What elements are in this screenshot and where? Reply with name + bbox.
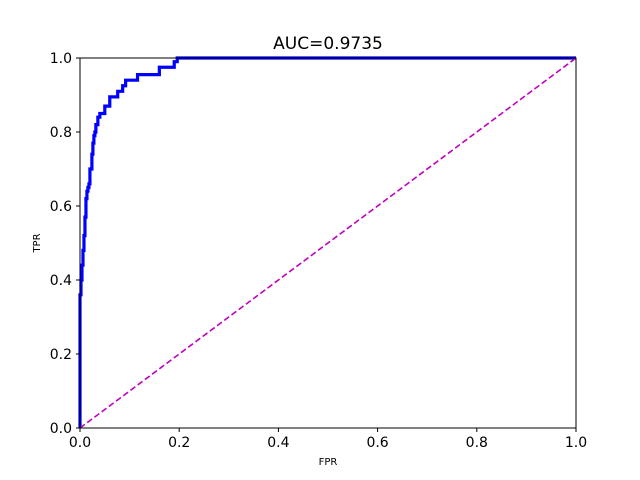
y-tick-label: 0.4: [50, 273, 72, 289]
x-axis-label: FPR: [319, 457, 338, 468]
series-layer: [78, 56, 577, 429]
x-tick-label: 0.0: [69, 435, 91, 451]
y-tick-label: 0.2: [50, 347, 72, 363]
x-tick-label: 0.2: [168, 435, 190, 451]
x-tick-label: 1.0: [565, 435, 587, 451]
chance-diagonal-line: [79, 57, 577, 429]
y-tick-label: 0.6: [50, 199, 72, 215]
y-tick-label: 0.0: [50, 421, 72, 437]
y-axis-label: TPR: [32, 233, 43, 253]
chart-title: AUC=0.9735: [273, 34, 383, 54]
y-tick-label: 0.8: [50, 125, 72, 141]
x-tick-label: 0.6: [366, 435, 388, 451]
y-tick-label: 1.0: [50, 51, 72, 67]
plot-frame: [79, 57, 577, 429]
x-tick-label: 0.8: [466, 435, 488, 451]
x-tick-label: 0.4: [267, 435, 289, 451]
roc-curve-line: [78, 56, 576, 428]
tick-layer: 0.0 0.2 0.4 0.6 0.8 1.0 0.0 0.2 0.4 0.6 0.8 1.0: [50, 51, 587, 451]
